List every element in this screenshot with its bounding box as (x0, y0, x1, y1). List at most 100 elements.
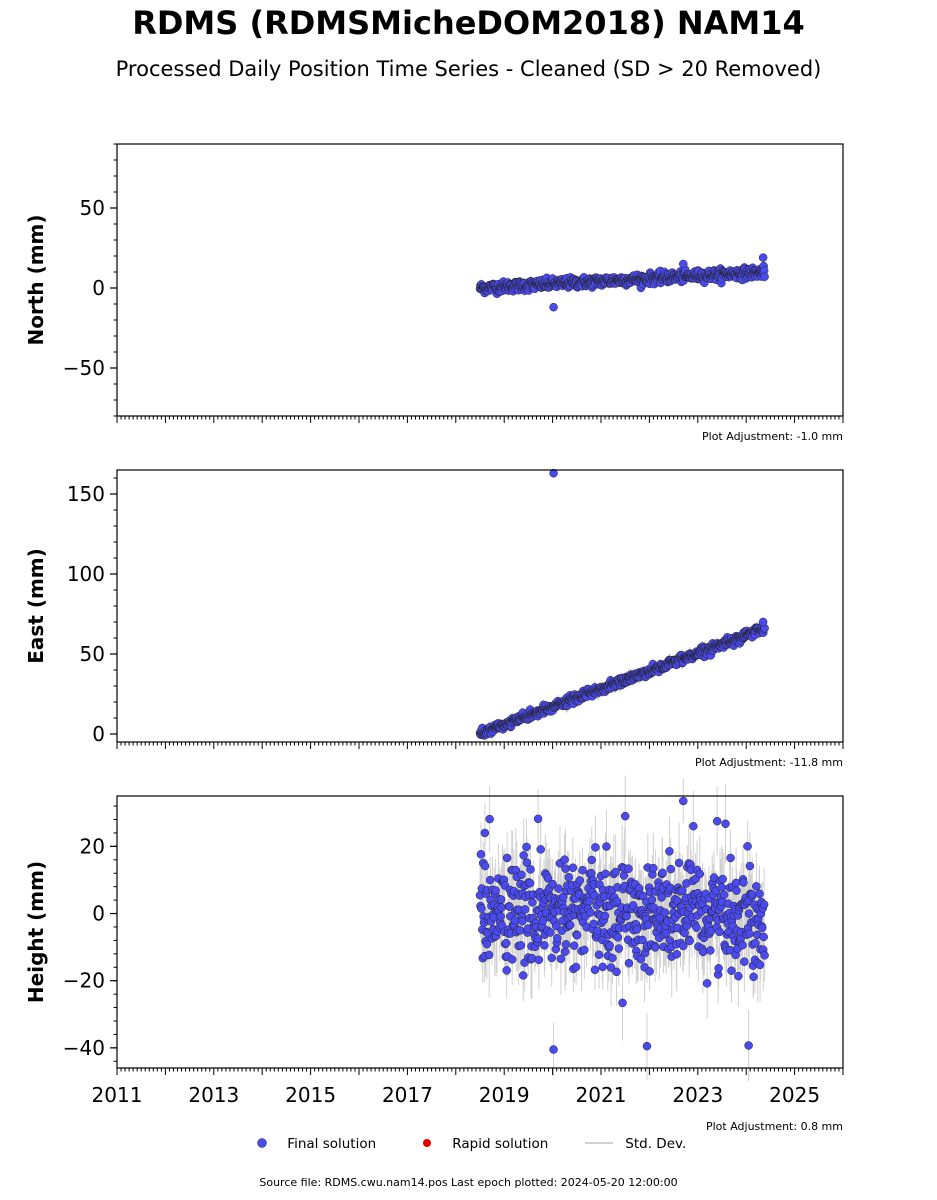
data-point (714, 964, 723, 973)
data-point (587, 855, 596, 865)
data-point (644, 920, 653, 930)
data-point (601, 869, 610, 879)
data-point (547, 953, 556, 963)
data-point (744, 1041, 753, 1050)
data-point (561, 864, 570, 873)
data-point (660, 908, 670, 917)
y-tick-label: 0 (92, 902, 105, 926)
data-point (520, 905, 530, 914)
data-point (685, 936, 694, 946)
data-point (586, 908, 595, 917)
data-point (674, 858, 684, 868)
data-point (702, 979, 712, 988)
data-point (605, 941, 614, 950)
data-point (496, 912, 505, 921)
y-tick-label: 50 (80, 642, 105, 666)
x-tick-label: 2021 (576, 1083, 627, 1107)
data-point (556, 954, 566, 964)
data-point (613, 933, 623, 942)
panel-3: 2011 2013 2015 2017 2019 2021 2023 2025 −40 −20 0 2… (24, 775, 844, 1133)
data-point (560, 855, 569, 864)
data-point (477, 904, 486, 913)
data-point (721, 819, 730, 829)
y-tick-label: 100 (67, 562, 105, 586)
data-point (497, 903, 506, 912)
x-tick-label: 2025 (769, 1083, 820, 1107)
plot-adjustment-label: Plot Adjustment: 0.8 mm (706, 1120, 843, 1133)
data-point (552, 921, 561, 931)
chart-subtitle: Processed Daily Position Time Series - C… (115, 57, 822, 81)
data-point (628, 901, 638, 910)
data-point (739, 878, 748, 887)
source-footer: Source file: RDMS.cwu.nam14.pos Last epo… (259, 1176, 678, 1189)
data-point (518, 971, 528, 980)
data-point (642, 1041, 652, 1051)
final-solution-points (475, 468, 769, 740)
data-point (715, 927, 724, 937)
data-point (522, 858, 532, 867)
data-point (564, 872, 573, 882)
data-point (672, 949, 682, 959)
data-point (657, 893, 666, 902)
data-point (745, 929, 754, 938)
data-point (572, 931, 582, 940)
data-point (622, 911, 631, 921)
data-point (482, 939, 492, 949)
data-point (598, 962, 608, 972)
data-point (695, 869, 705, 879)
legend-final-label: Final solution (287, 1136, 377, 1152)
data-point (501, 938, 511, 948)
data-point (570, 941, 579, 950)
data-point (680, 928, 689, 938)
data-point (571, 962, 581, 972)
data-point (502, 966, 511, 975)
rapid-marker-icon (423, 1139, 431, 1147)
data-point (726, 853, 735, 863)
data-point (476, 850, 486, 859)
data-point (485, 814, 494, 824)
data-point (749, 972, 758, 982)
x-tick-label: 2023 (672, 1083, 723, 1107)
data-point (618, 998, 627, 1008)
data-point (549, 1045, 558, 1054)
data-point (734, 971, 743, 981)
data-point (533, 934, 543, 944)
data-point (540, 941, 549, 950)
data-point (719, 890, 729, 899)
data-point (554, 884, 563, 893)
data-point (752, 882, 761, 891)
data-point (522, 842, 531, 852)
data-point (620, 811, 630, 821)
data-point (624, 864, 633, 873)
data-point (519, 851, 528, 860)
data-point (526, 865, 535, 874)
data-point (624, 958, 634, 968)
data-point (590, 965, 600, 975)
data-point (480, 861, 490, 871)
data-point (525, 878, 535, 888)
data-point (712, 816, 722, 826)
data-point (534, 955, 544, 965)
y-tick-label: 0 (92, 722, 105, 746)
data-point (744, 909, 754, 918)
x-tick-label: 2011 (92, 1083, 143, 1107)
y-tick-label: 20 (80, 834, 105, 858)
data-point (732, 886, 741, 895)
data-point (552, 933, 562, 943)
chart-title: RDMS (RDMSMicheDOM2018) NAM14 (132, 4, 805, 42)
final-solution-points (475, 253, 769, 312)
data-point (649, 863, 658, 873)
data-point (505, 902, 514, 911)
data-point (727, 966, 736, 975)
data-point (510, 916, 520, 925)
data-point (619, 871, 629, 880)
data-point (679, 796, 688, 806)
data-point (507, 955, 517, 964)
data-point (718, 874, 728, 884)
data-point (575, 876, 585, 885)
x-tick-label: 2019 (479, 1083, 530, 1107)
data-point (580, 945, 589, 955)
data-point (538, 916, 548, 925)
y-tick-label: 50 (80, 196, 105, 220)
data-point (747, 890, 757, 899)
